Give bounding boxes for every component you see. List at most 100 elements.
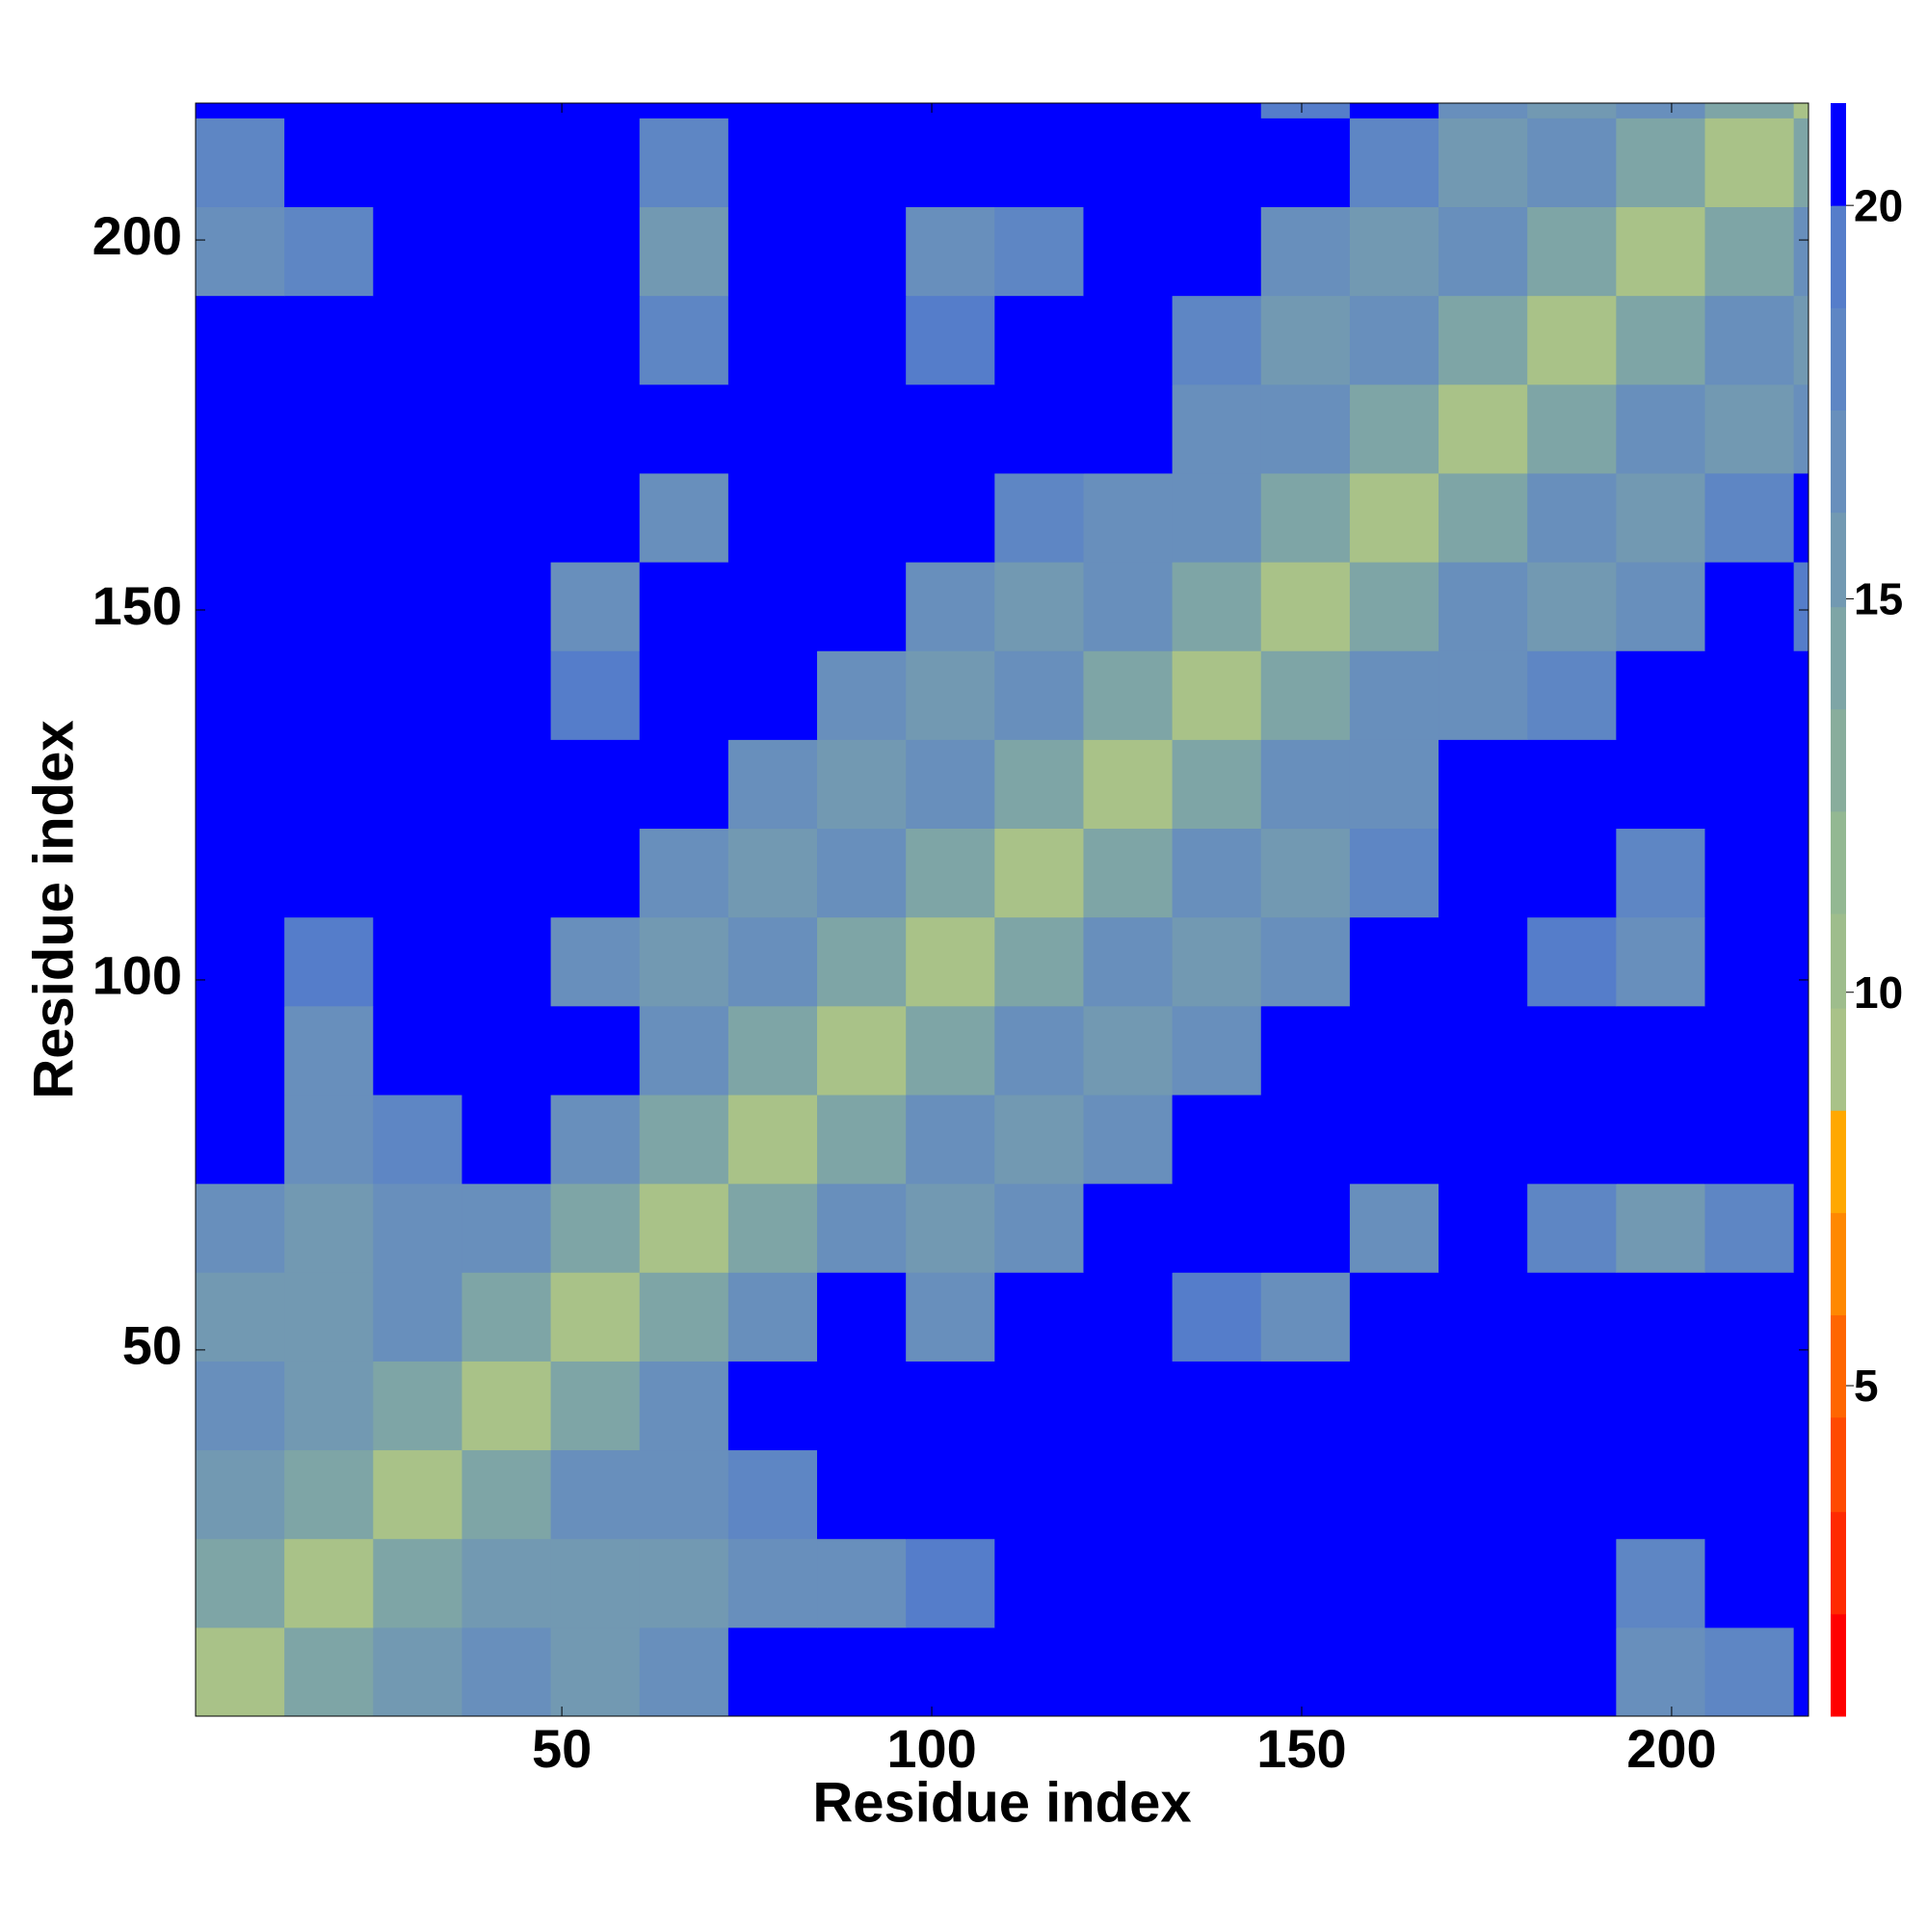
- heatmap-cell: [1793, 562, 1809, 651]
- heatmap-cell: [462, 1627, 552, 1717]
- heatmap-cell: [373, 384, 462, 474]
- heatmap-cell: [639, 650, 729, 740]
- heatmap-cell: [373, 562, 462, 651]
- heatmap-cell: [906, 206, 995, 297]
- heatmap-cell: [906, 1272, 995, 1362]
- heatmap-cell: [639, 739, 729, 830]
- heatmap-cell: [1349, 1272, 1439, 1362]
- heatmap-cell: [906, 562, 995, 651]
- heatmap-cell: [994, 1094, 1084, 1184]
- heatmap-cell: [1616, 1449, 1705, 1540]
- heatmap-cell: [817, 472, 907, 563]
- heatmap-cell: [1439, 562, 1528, 651]
- heatmap-cell: [1260, 1272, 1351, 1362]
- heatmap-cell: [550, 828, 641, 918]
- heatmap-cell: [1527, 562, 1617, 651]
- heatmap-cell: [1704, 1627, 1795, 1717]
- heatmap-cell: [994, 1005, 1084, 1096]
- heatmap-cell: [284, 118, 374, 208]
- x-tick-label: 150: [1256, 1718, 1346, 1779]
- heatmap-cell: [462, 472, 552, 563]
- heatmap-cell: [196, 1183, 285, 1273]
- heatmap-cell: [284, 295, 374, 385]
- colorbar-band: [1831, 1416, 1846, 1513]
- heatmap-cell: [1260, 562, 1351, 651]
- heatmap-cell: [1172, 472, 1262, 563]
- colorbar-band: [1831, 708, 1846, 812]
- heatmap-cell: [1527, 206, 1617, 297]
- heatmap-cell: [1527, 1449, 1617, 1540]
- heatmap-cell: [284, 562, 374, 651]
- heatmap-cell: [1527, 472, 1617, 563]
- heatmap-cell: [1260, 472, 1351, 563]
- heatmap-cell: [1260, 118, 1351, 208]
- heatmap-cell: [462, 650, 552, 740]
- heatmap-cell: [906, 103, 995, 119]
- colorbar-band: [1831, 1008, 1846, 1111]
- heatmap-cell: [550, 562, 641, 651]
- colorbar-band: [1831, 1314, 1846, 1418]
- heatmap-cell: [1704, 1094, 1795, 1184]
- colorbar-band: [1831, 410, 1846, 514]
- heatmap-cell: [1793, 1183, 1809, 1273]
- heatmap-cell: [1349, 384, 1439, 474]
- heatmap-cell: [462, 916, 552, 1007]
- heatmap-cell: [1349, 472, 1439, 563]
- heatmap-cell: [1349, 1361, 1439, 1451]
- heatmap-cell: [1439, 103, 1528, 119]
- colorbar-band: [1831, 810, 1846, 914]
- y-tick-label: 50: [122, 1315, 182, 1376]
- heatmap-cell: [1704, 916, 1795, 1007]
- heatmap-cell: [196, 650, 285, 740]
- heatmap-cell: [994, 1183, 1084, 1273]
- colorbar-tick-label: 5: [1854, 1361, 1879, 1411]
- heatmap-cell: [906, 384, 995, 474]
- heatmap-cell: [1083, 828, 1174, 918]
- colorbar-band: [1831, 512, 1846, 608]
- heatmap-cell: [1172, 1538, 1262, 1628]
- heatmap-cell: [727, 650, 818, 740]
- heatmap-cell: [639, 1361, 729, 1451]
- heatmap-cell: [550, 206, 641, 297]
- heatmap-cell: [196, 1272, 285, 1362]
- heatmap-cell: [906, 295, 995, 385]
- heatmap-cell: [1083, 1361, 1174, 1451]
- heatmap-cell: [994, 562, 1084, 651]
- heatmap-cell: [1439, 1449, 1528, 1540]
- heatmap-cell: [1260, 295, 1351, 385]
- heatmap-cell: [1793, 1272, 1809, 1362]
- heatmap-cell: [1349, 562, 1439, 651]
- heatmap-cell: [462, 1094, 552, 1184]
- heatmap-cell: [994, 384, 1084, 474]
- heatmap-cell: [462, 1005, 552, 1096]
- heatmap-cell: [1260, 1183, 1351, 1273]
- heatmap-cell: [1083, 1272, 1174, 1362]
- heatmap-cell: [1083, 118, 1174, 208]
- heatmap-cell: [1793, 472, 1809, 563]
- heatmap-cell: [639, 206, 729, 297]
- heatmap-cell: [1527, 1538, 1617, 1628]
- heatmap-cell: [1616, 562, 1705, 651]
- heatmap-cell: [1083, 1538, 1174, 1628]
- heatmap-cell: [196, 384, 285, 474]
- heatmap-cell: [1439, 1627, 1528, 1717]
- heatmap-cell: [196, 1449, 285, 1540]
- heatmap-cell: [906, 1361, 995, 1451]
- heatmap-cell: [727, 295, 818, 385]
- heatmap-cell: [727, 1538, 818, 1628]
- heatmap-cell: [1172, 1449, 1262, 1540]
- heatmap-cell: [1172, 650, 1262, 740]
- heatmap-cell: [1083, 562, 1174, 651]
- heatmap-cell: [1616, 1094, 1705, 1184]
- heatmap-cell: [994, 739, 1084, 830]
- heatmap-cell: [196, 1361, 285, 1451]
- heatmap-cell: [550, 739, 641, 830]
- heatmap-cell: [906, 650, 995, 740]
- heatmap-cell: [1704, 650, 1795, 740]
- heatmap-cell: [1616, 1361, 1705, 1451]
- heatmap-cell: [1083, 1005, 1174, 1096]
- heatmap-cell: [1172, 1094, 1262, 1184]
- heatmap-cell: [196, 1005, 285, 1096]
- y-tick-label: 200: [92, 205, 182, 266]
